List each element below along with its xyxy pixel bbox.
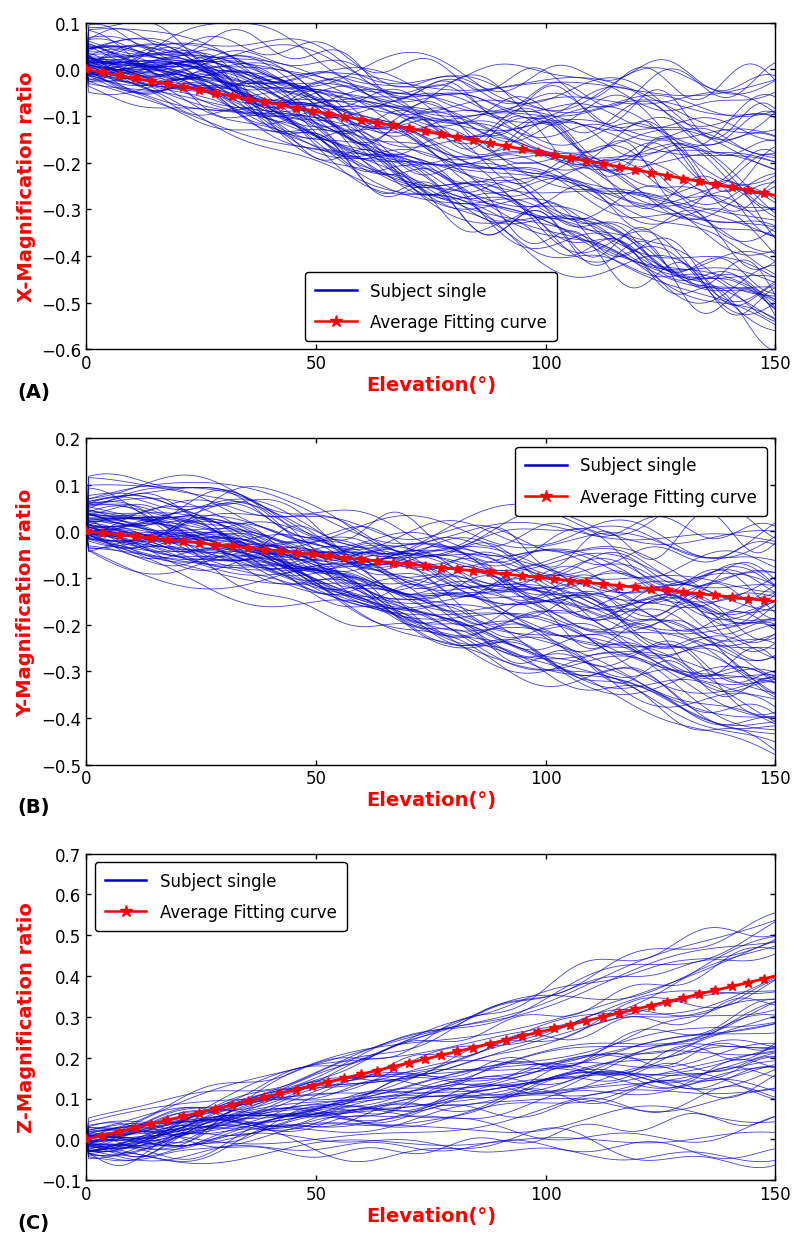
Text: (C): (C) <box>18 1213 49 1232</box>
Legend: Subject single, Average Fitting curve: Subject single, Average Fitting curve <box>515 447 766 516</box>
X-axis label: Elevation(°): Elevation(°) <box>366 376 495 394</box>
Text: (A): (A) <box>18 383 50 402</box>
X-axis label: Elevation(°): Elevation(°) <box>366 1205 495 1225</box>
Y-axis label: Y-Magnification ratio: Y-Magnification ratio <box>17 488 36 717</box>
Legend: Subject single, Average Fitting curve: Subject single, Average Fitting curve <box>304 272 556 342</box>
Legend: Subject single, Average Fitting curve: Subject single, Average Fitting curve <box>94 862 346 932</box>
Y-axis label: Z-Magnification ratio: Z-Magnification ratio <box>17 902 36 1132</box>
Y-axis label: X-Magnification ratio: X-Magnification ratio <box>17 72 36 302</box>
Text: (B): (B) <box>18 797 50 816</box>
X-axis label: Elevation(°): Elevation(°) <box>366 791 495 810</box>
